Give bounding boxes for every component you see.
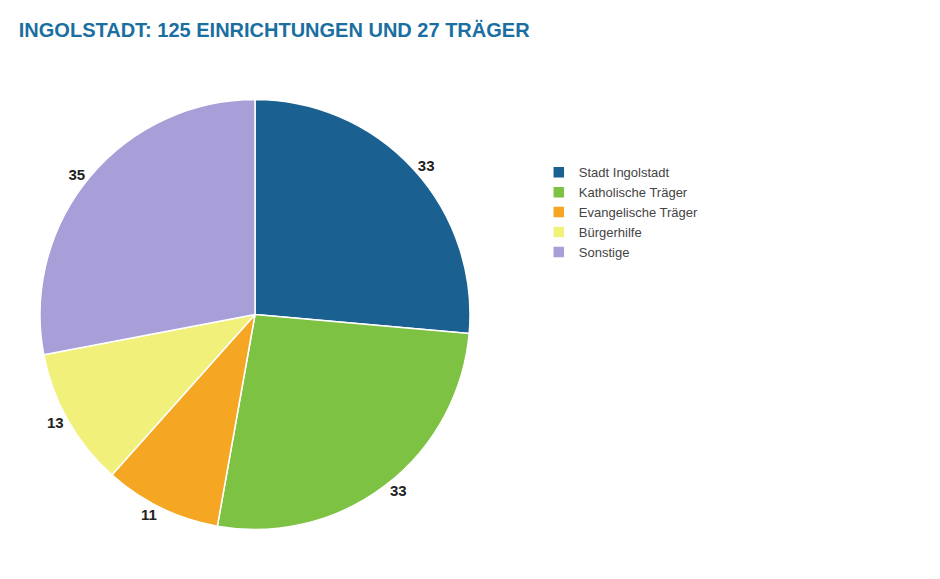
svg-text:INGOLSTADT: 125 EINRICHTUNGEN: INGOLSTADT: 125 EINRICHTUNGEN UND 27 TRÄ…	[19, 19, 530, 41]
svg-text:33: 33	[390, 482, 407, 499]
svg-text:Sonstige: Sonstige	[579, 245, 630, 260]
svg-text:Evangelische Träger: Evangelische Träger	[579, 205, 698, 220]
svg-text:Bürgerhilfe: Bürgerhilfe	[579, 225, 642, 240]
svg-text:35: 35	[68, 166, 85, 183]
svg-text:13: 13	[47, 414, 64, 431]
svg-text:11: 11	[141, 506, 157, 523]
svg-text:Katholische Träger: Katholische Träger	[579, 185, 688, 200]
svg-text:33: 33	[418, 157, 435, 174]
svg-text:Stadt Ingolstadt: Stadt Ingolstadt	[579, 165, 670, 180]
